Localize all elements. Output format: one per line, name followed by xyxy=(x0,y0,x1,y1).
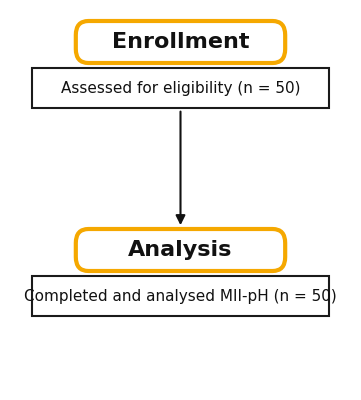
FancyBboxPatch shape xyxy=(76,21,285,63)
FancyBboxPatch shape xyxy=(32,68,329,108)
Text: Enrollment: Enrollment xyxy=(112,32,249,52)
Text: Completed and analysed MII-pH (n = 50): Completed and analysed MII-pH (n = 50) xyxy=(24,288,337,304)
FancyBboxPatch shape xyxy=(76,229,285,271)
FancyBboxPatch shape xyxy=(32,276,329,316)
Text: Analysis: Analysis xyxy=(128,240,233,260)
Text: Assessed for eligibility (n = 50): Assessed for eligibility (n = 50) xyxy=(61,80,300,96)
